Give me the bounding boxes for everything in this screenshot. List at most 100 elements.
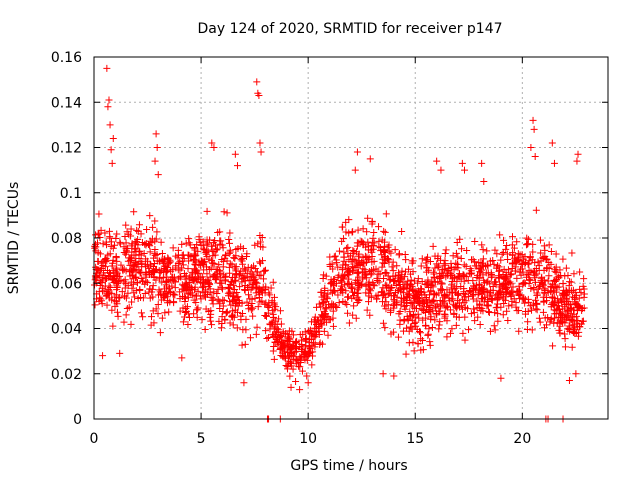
data-point (443, 333, 451, 341)
data-point (510, 259, 518, 267)
data-point (289, 343, 297, 351)
data-point (343, 268, 351, 276)
data-point (486, 257, 494, 265)
data-point (135, 247, 143, 255)
data-point (359, 265, 367, 273)
data-point (333, 303, 341, 311)
data-point (428, 277, 436, 285)
data-point (146, 294, 154, 302)
data-point (473, 297, 481, 305)
data-point (252, 330, 260, 338)
data-point (429, 296, 437, 304)
data-point (454, 297, 462, 305)
data-point (569, 329, 577, 337)
data-point (125, 303, 133, 311)
data-point (512, 263, 520, 271)
data-point (423, 280, 431, 288)
data-point (231, 302, 239, 310)
data-point (203, 207, 211, 215)
data-point (151, 217, 159, 225)
data-point (436, 318, 444, 326)
data-point (491, 309, 499, 317)
data-point (285, 360, 293, 368)
data-point (157, 238, 165, 246)
data-point (515, 282, 523, 290)
data-point (109, 322, 117, 330)
data-point (390, 372, 398, 380)
data-point (537, 249, 545, 257)
data-point (143, 279, 151, 287)
data-point (547, 260, 555, 268)
data-point (181, 297, 189, 305)
data-point (442, 246, 450, 254)
data-point (339, 298, 347, 306)
data-point (263, 312, 271, 320)
data-point (307, 318, 315, 326)
data-point (365, 289, 373, 297)
data-point (395, 286, 403, 294)
data-point (565, 377, 573, 385)
data-point (255, 91, 263, 99)
data-point (329, 314, 337, 322)
data-point (389, 272, 397, 280)
data-point (225, 236, 233, 244)
data-point (226, 280, 234, 288)
data-point (495, 287, 503, 295)
data-point (524, 307, 532, 315)
data-point (461, 166, 469, 174)
data-point (523, 270, 531, 278)
data-point (284, 365, 292, 373)
data-point (526, 302, 534, 310)
data-point (381, 228, 389, 236)
data-point (92, 231, 100, 239)
data-point (248, 295, 256, 303)
data-point (366, 285, 374, 293)
data-point (454, 290, 462, 298)
data-point (538, 273, 546, 281)
data-point (106, 121, 114, 129)
data-point (533, 291, 541, 299)
data-point (380, 259, 388, 267)
data-point (219, 296, 227, 304)
data-point (496, 288, 504, 296)
data-point (91, 281, 99, 289)
data-point (523, 326, 531, 334)
data-point (359, 225, 367, 233)
data-point (128, 267, 136, 275)
data-point (414, 340, 422, 348)
data-point (119, 265, 127, 273)
data-point (163, 283, 171, 291)
data-point (565, 325, 573, 333)
data-point (556, 322, 564, 330)
data-point (268, 331, 276, 339)
data-point (279, 352, 287, 360)
data-point (220, 208, 228, 216)
data-point (142, 273, 150, 281)
data-point (365, 280, 373, 288)
data-point (316, 339, 324, 347)
data-point (145, 264, 153, 272)
data-point (497, 283, 505, 291)
data-point (142, 255, 150, 263)
data-point (101, 282, 109, 290)
data-point (104, 290, 112, 298)
data-point (207, 264, 215, 272)
data-point (356, 281, 364, 289)
data-point (552, 282, 560, 290)
data-point (506, 271, 514, 279)
data-point (94, 266, 102, 274)
data-point (513, 307, 521, 315)
data-point (91, 244, 99, 252)
data-point (301, 356, 309, 364)
data-point (393, 262, 401, 270)
data-point (437, 286, 445, 294)
data-point (319, 299, 327, 307)
data-point (454, 253, 462, 261)
data-point (545, 241, 553, 249)
data-point (141, 289, 149, 297)
grid (94, 57, 608, 419)
data-point (95, 288, 103, 296)
data-point (184, 320, 192, 328)
data-point (262, 266, 270, 274)
data-point (504, 316, 512, 324)
